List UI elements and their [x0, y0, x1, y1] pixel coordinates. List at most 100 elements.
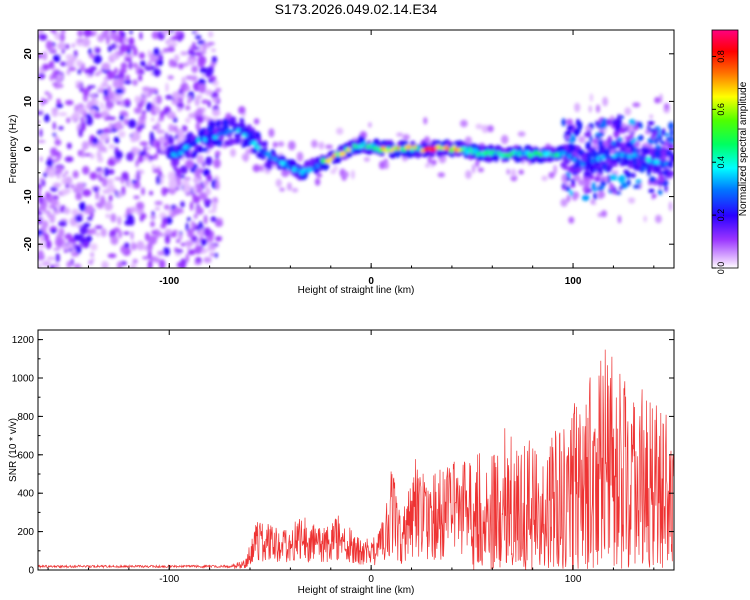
noise-blob [149, 190, 154, 196]
noise-blob [129, 30, 133, 35]
ridge-core [501, 152, 507, 158]
ridge-halo [574, 167, 582, 174]
signal-blob [615, 191, 622, 195]
noise-blob [156, 129, 166, 134]
ridge-halo [251, 147, 258, 154]
noise-blob [189, 201, 194, 211]
noise-blob [42, 51, 48, 61]
noise-blob [118, 77, 124, 87]
noise-blob [65, 59, 75, 68]
noise-blob [132, 47, 138, 57]
ridge-core [349, 148, 354, 152]
noise-blob [52, 121, 56, 130]
noise-blob [205, 156, 213, 166]
noise-blob [117, 216, 122, 226]
y-tick-label: 0 [23, 146, 34, 152]
noise-blob [203, 214, 208, 225]
noise-blob [215, 87, 222, 93]
noise-blob [50, 198, 59, 206]
noise-blob [83, 116, 87, 123]
signal-blob [621, 123, 627, 129]
noise-blob [211, 244, 216, 251]
noise-blob [177, 107, 182, 112]
noise-blob [180, 201, 185, 208]
noise-blob [202, 180, 210, 187]
noise-blob [128, 179, 132, 188]
faint-blob [518, 169, 524, 175]
faint-blob [601, 210, 607, 218]
ridge-halo [263, 140, 268, 147]
signal-blob [669, 122, 673, 129]
noise-blob [142, 256, 150, 260]
noise-blob [82, 165, 90, 175]
noise-blob [79, 236, 86, 245]
noise-blob [81, 148, 85, 159]
ridge-core [653, 159, 659, 165]
noise-blob [46, 159, 54, 167]
signal-blob [587, 123, 594, 128]
y-tick-label: 0 [28, 566, 34, 577]
noise-blob [207, 247, 212, 252]
snr-frame [37, 329, 675, 571]
noise-blob [38, 211, 43, 216]
noise-blob [210, 91, 219, 99]
noise-blob [107, 116, 116, 121]
ridge-core [590, 158, 596, 164]
snr-x-label: Height of straight line (km) [298, 585, 415, 596]
noise-blob [96, 232, 100, 237]
noise-blob [99, 132, 109, 141]
faint-blob [574, 102, 581, 113]
faint-blob [589, 93, 594, 102]
noise-blob [125, 74, 130, 81]
ridge-halo [266, 163, 273, 171]
noise-blob [170, 232, 178, 238]
ridge-halo [196, 145, 204, 153]
noise-blob [168, 179, 178, 190]
noise-blob [108, 121, 113, 131]
ridge-core [245, 133, 249, 138]
noise-blob [154, 153, 159, 158]
noise-blob [108, 143, 115, 150]
noise-blob [151, 31, 160, 40]
signal-blob [619, 115, 625, 119]
noise-blob [43, 172, 48, 178]
noise-blob [92, 30, 97, 34]
noise-blob [63, 249, 69, 253]
ridge-halo [607, 144, 614, 150]
signal-blob [602, 176, 609, 182]
noise-blob [44, 91, 49, 95]
ridge-halo [657, 170, 663, 176]
noise-blob [64, 176, 73, 185]
noise-blob [78, 128, 83, 138]
ridge-core [265, 151, 271, 157]
noise-blob [167, 39, 176, 48]
noise-blob [200, 168, 204, 174]
signal-blob [667, 142, 674, 151]
ridge-core [461, 146, 468, 150]
noise-blob [82, 189, 92, 197]
noise-blob [58, 112, 68, 116]
noise-blob [94, 225, 103, 229]
snr-y-label: SNR (10 * v/v) [8, 418, 19, 482]
noise-blob [118, 130, 126, 138]
noise-blob [187, 228, 194, 238]
noise-blob [39, 204, 47, 212]
noise-blob [87, 100, 95, 107]
noise-blob [177, 129, 185, 138]
ridge-halo [246, 138, 252, 147]
noise-blob [41, 260, 51, 267]
ridge-core [402, 148, 407, 152]
faint-blob [311, 139, 318, 148]
noise-blob [205, 89, 213, 96]
noise-blob [207, 42, 215, 46]
noise-blob [107, 178, 114, 186]
noise-blob [132, 79, 138, 86]
noise-blob [168, 58, 175, 68]
faint-blob [465, 170, 472, 179]
noise-blob [38, 120, 41, 124]
noise-blob [199, 67, 208, 74]
noise-blob [78, 107, 85, 114]
ridge-halo [239, 117, 245, 123]
